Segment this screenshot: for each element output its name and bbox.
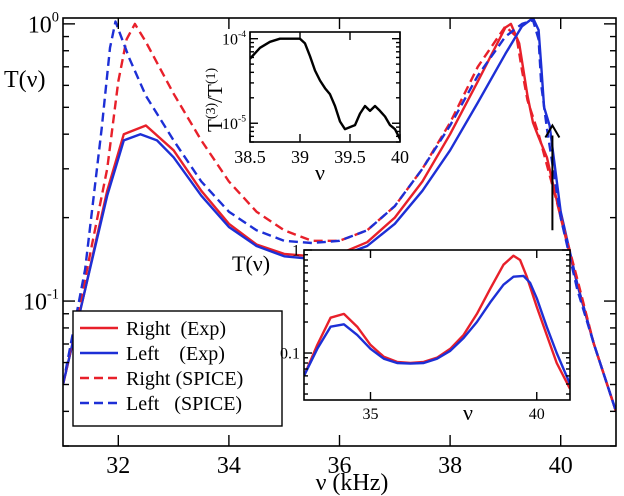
main-y-tick-label: 100 [28, 9, 59, 38]
inset-transmission-chart: 35 40 0.11 T(ν) ν [232, 243, 571, 425]
inset-top-x-axis: 38.5 39 39.5 40 [234, 32, 409, 167]
inset-top-y-label-part: /T [203, 84, 227, 103]
main-annotation [544, 123, 561, 231]
main-y-axis: 10-1 100 [23, 9, 616, 447]
inset-bottom-y-tick-label: 0.1 [280, 346, 300, 363]
inset-top-y-tick-label: 10-4 [222, 29, 246, 48]
inset-bottom-y-axis-label: T(ν) [232, 251, 270, 276]
inset-top-x-tick-label: 38.5 [234, 147, 266, 167]
main-x-axis-label: ν (kHz) [316, 470, 389, 496]
main-x-tick-label: 40 [549, 453, 573, 479]
inset-bottom-series-line-1 [304, 254, 570, 390]
main-series-line-1 [63, 22, 616, 412]
main-series-line-2 [63, 18, 616, 412]
inset-bottom-x-axis-label: ν [463, 400, 473, 425]
inset-top-series-group [250, 37, 400, 140]
inset-bottom-x-axis: 35 40 [363, 250, 545, 423]
inset-top-frame [249, 31, 401, 143]
inset-bottom-x-tick-label: 35 [363, 406, 379, 423]
main-x-axis: 32 34 36 38 40 [106, 18, 573, 479]
inset-bottom-series-group [304, 254, 570, 390]
inset-top-y-label-part: (3) [204, 103, 219, 120]
legend-label: Right (SPICE) [126, 368, 243, 390]
inset-harmonic-ratio-chart: 38.5 39 39.5 40 10-5 10-4 T(3)/T(1) ν [203, 29, 409, 185]
inset-top-x-tick-label: 40 [391, 147, 409, 167]
inset-top-y-tick-label: 10-5 [222, 114, 246, 133]
annotation-arrow-head [544, 123, 561, 138]
inset-top-series-line-1 [250, 37, 400, 140]
legend-items: Right (Exp) Left (Exp) Right (SPICE) Left (… [80, 318, 243, 415]
main-series-group [63, 18, 616, 412]
inset-bottom-y-axis: 0.11 [280, 243, 570, 395]
inset-top-x-tick-label: 39 [291, 147, 309, 167]
main-x-tick-label: 32 [106, 453, 130, 479]
main-y-tick-label: 10-1 [23, 287, 59, 316]
main-x-tick-label: 34 [217, 453, 241, 479]
inset-bottom-x-tick-label: 40 [529, 406, 545, 423]
inset-top-y-axis-label: T(3)/T(1) [203, 68, 227, 132]
main-series-line-4 [63, 19, 616, 412]
legend: Right (Exp) Left (Exp) Right (SPICE) Left (… [72, 310, 283, 427]
main-chart: 32 34 36 38 40 10-1 100 T(ν) ν (kHz) [4, 9, 617, 496]
inset-bottom-y-tick-label: 1 [292, 243, 300, 260]
main-x-tick-label: 38 [438, 453, 462, 479]
inset-bottom-frame [303, 249, 571, 401]
legend-label: Left (SPICE) [126, 393, 242, 415]
inset-bottom-series-line-2 [304, 274, 570, 385]
inset-top-y-label-part: (1) [204, 68, 219, 85]
inset-top-y-label-part: T [203, 119, 227, 132]
legend-box [72, 310, 283, 427]
legend-label: Right (Exp) [126, 318, 226, 340]
inset-top-x-axis-label: ν [315, 160, 325, 185]
inset-top-y-axis: 10-5 10-4 [222, 29, 400, 143]
inset-top-x-tick-label: 39.5 [334, 147, 366, 167]
legend-label: Left (Exp) [126, 343, 225, 365]
main-x-tick-label: 36 [328, 453, 352, 479]
main-y-axis-label: T(ν) [4, 67, 46, 93]
